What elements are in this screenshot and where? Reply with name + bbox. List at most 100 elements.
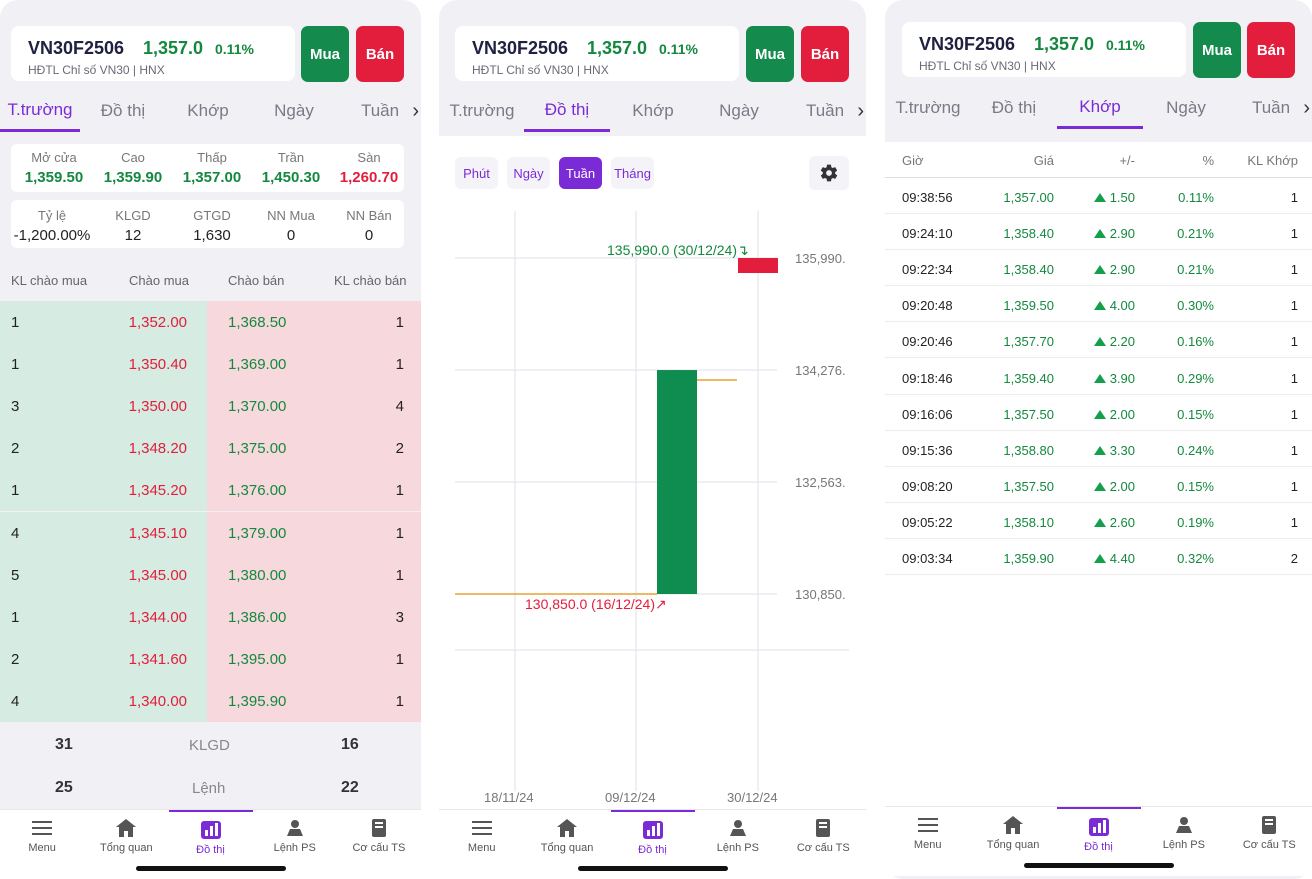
trade-row[interactable]: 09:20:48 1,359.50 4.00 0.30% 1: [885, 286, 1312, 323]
range-month[interactable]: Tháng: [611, 157, 654, 189]
up-arrow-icon: [1093, 265, 1106, 275]
up-arrow-icon: [1093, 373, 1106, 383]
tab-week[interactable]: Tuần: [1251, 98, 1291, 117]
nav-label: Tổng quan: [540, 842, 594, 854]
order-icon: [253, 818, 337, 838]
tab-week[interactable]: Tuần: [805, 101, 845, 120]
nav-chart[interactable]: Đồ thị: [610, 810, 695, 870]
nav-label: Lệnh PS: [1162, 839, 1205, 851]
stats-box-2: Tỷ lệ -1,200.00% KLGD 12 GTGD 1,630 NN Mua 0…: [11, 200, 404, 248]
orderbook-row[interactable]: 4 1,340.00 1,395.90 1: [0, 679, 421, 722]
tab-trades[interactable]: Khớp: [187, 101, 229, 120]
sell-button[interactable]: Bán: [1247, 22, 1295, 78]
trade-time: 09:16:06: [902, 406, 953, 422]
x-axis-label: 18/11/24: [484, 790, 534, 805]
orderbook-row[interactable]: 1 1,344.00 1,386.00 3: [0, 595, 421, 638]
ask-volume: 3: [395, 608, 404, 626]
nav-chart[interactable]: Đồ thị: [1056, 807, 1141, 867]
tab-trades[interactable]: Khớp: [632, 101, 674, 120]
trade-row[interactable]: 09:05:22 1,358.10 2.60 0.19% 1: [885, 503, 1312, 539]
trade-row[interactable]: 09:03:34 1,359.90 4.40 0.32% 2: [885, 539, 1312, 575]
orderbook-row[interactable]: 1 1,345.20 1,376.00 1: [0, 469, 421, 512]
tab-market[interactable]: T.trường: [0, 90, 80, 132]
nav-book[interactable]: Cơ cấu TS: [337, 810, 421, 870]
summary-orders-label: Lệnh: [192, 780, 226, 797]
nav-book[interactable]: Cơ cấu TS: [1227, 807, 1311, 867]
symbol-label: VN30F2506: [919, 34, 1016, 54]
nav-home[interactable]: Tổng quan: [971, 807, 1055, 867]
trade-row[interactable]: 09:08:20 1,357.50 2.00 0.15% 1: [885, 467, 1312, 503]
trade-row[interactable]: 09:38:56 1,357.00 1.50 0.11% 1: [885, 178, 1312, 214]
chevron-right-icon[interactable]: ›: [857, 100, 864, 122]
trade-row[interactable]: 09:22:34 1,358.40 2.90 0.21% 1: [885, 250, 1312, 287]
orderbook-row[interactable]: 3 1,350.00 1,370.00 4: [0, 385, 421, 428]
nav-order[interactable]: Lệnh PS: [1142, 807, 1226, 867]
buy-button[interactable]: Mua: [1193, 22, 1241, 78]
bid-background: [0, 343, 207, 386]
trade-row[interactable]: 09:20:46 1,357.70 2.20 0.16% 1: [885, 322, 1312, 359]
nav-menu[interactable]: Menu: [440, 810, 524, 870]
gear-icon[interactable]: [809, 156, 849, 190]
trade-time: 09:20:48: [902, 298, 953, 314]
trade-row[interactable]: 09:18:46 1,359.40 3.90 0.29% 1: [885, 359, 1312, 395]
up-arrow-icon: [1093, 554, 1106, 563]
chevron-right-icon[interactable]: ›: [1303, 97, 1310, 119]
chevron-right-icon[interactable]: ›: [412, 100, 419, 122]
sell-button[interactable]: Bán: [801, 26, 849, 82]
nav-order[interactable]: Lệnh PS: [696, 810, 780, 870]
ask-volume: 1: [395, 314, 404, 331]
book-icon: [337, 818, 421, 838]
trade-pct: 0.15%: [1177, 406, 1214, 422]
buy-button[interactable]: Mua: [746, 26, 794, 82]
tab-day[interactable]: Ngày: [274, 101, 314, 120]
tab-market[interactable]: T.trường: [449, 101, 515, 120]
trade-row[interactable]: 09:16:06 1,357.50 2.00 0.15% 1: [885, 395, 1312, 431]
bid-volume: 3: [11, 398, 20, 416]
trade-volume: 1: [1290, 334, 1298, 350]
range-minute[interactable]: Phút: [455, 157, 498, 189]
orderbook-row[interactable]: 4 1,345.10 1,379.00 1: [0, 511, 421, 554]
nav-home[interactable]: Tổng quan: [84, 810, 168, 870]
tab-trades[interactable]: Khớp: [1057, 87, 1143, 129]
trade-time: 09:18:46: [902, 370, 953, 386]
bid-volume: 1: [11, 482, 20, 500]
trade-volume: 1: [1290, 514, 1298, 530]
header-price: Giá: [1033, 153, 1054, 168]
buy-button[interactable]: Mua: [301, 26, 349, 82]
nav-chart[interactable]: Đồ thị: [168, 810, 253, 870]
nav-book[interactable]: Cơ cấu TS: [781, 810, 865, 870]
nav-home[interactable]: Tổng quan: [525, 810, 609, 870]
bid-price: 1,345.20: [128, 482, 187, 500]
nav-menu[interactable]: Menu: [0, 810, 84, 870]
nav-order[interactable]: Lệnh PS: [253, 810, 337, 870]
ask-background: [207, 427, 421, 470]
tab-market[interactable]: T.trường: [895, 98, 961, 117]
trade-row[interactable]: 09:24:10 1,358.40 2.90 0.21% 1: [885, 214, 1312, 251]
orderbook-row[interactable]: 1 1,350.40 1,369.00 1: [0, 343, 421, 386]
y-axis-label: 135,990.: [795, 251, 846, 266]
range-day[interactable]: Ngày: [507, 157, 550, 189]
nav-menu[interactable]: Menu: [886, 807, 970, 867]
trade-price: 1,358.80: [1003, 442, 1054, 458]
orderbook-row[interactable]: 2 1,341.60 1,395.00 1: [0, 637, 421, 680]
bottom-nav: Menu Tổng quan Đồ thị Lệnh PS Cơ cấu TS: [439, 809, 866, 879]
trade-row[interactable]: 09:15:36 1,358.80 3.30 0.24% 1: [885, 431, 1312, 467]
tab-day[interactable]: Ngày: [719, 101, 759, 120]
tab-week[interactable]: Tuần: [360, 101, 400, 120]
orderbook-row[interactable]: 1 1,352.00 1,368.50 1: [0, 301, 421, 343]
orderbook-row[interactable]: 5 1,345.00 1,380.00 1: [0, 553, 421, 596]
x-axis-label: 09/12/24: [605, 790, 656, 805]
ask-volume: 1: [395, 482, 404, 500]
tab-chart[interactable]: Đồ thị: [524, 90, 610, 132]
tab-chart[interactable]: Đồ thị: [100, 101, 146, 120]
trade-price: 1,357.70: [1003, 334, 1054, 350]
tab-chart[interactable]: Đồ thị: [991, 98, 1037, 117]
sell-button[interactable]: Bán: [356, 26, 404, 82]
bid-background: [0, 679, 207, 722]
up-arrow-icon: [1093, 229, 1106, 239]
candlestick-chart[interactable]: 135,990. 134,276. 132,563. 130,850. 18/11/24…: [439, 136, 866, 809]
orderbook-row[interactable]: 2 1,348.20 1,375.00 2: [0, 427, 421, 470]
range-week[interactable]: Tuần: [559, 157, 602, 189]
tab-day[interactable]: Ngày: [1166, 98, 1206, 117]
bid-volume: 4: [11, 524, 20, 542]
